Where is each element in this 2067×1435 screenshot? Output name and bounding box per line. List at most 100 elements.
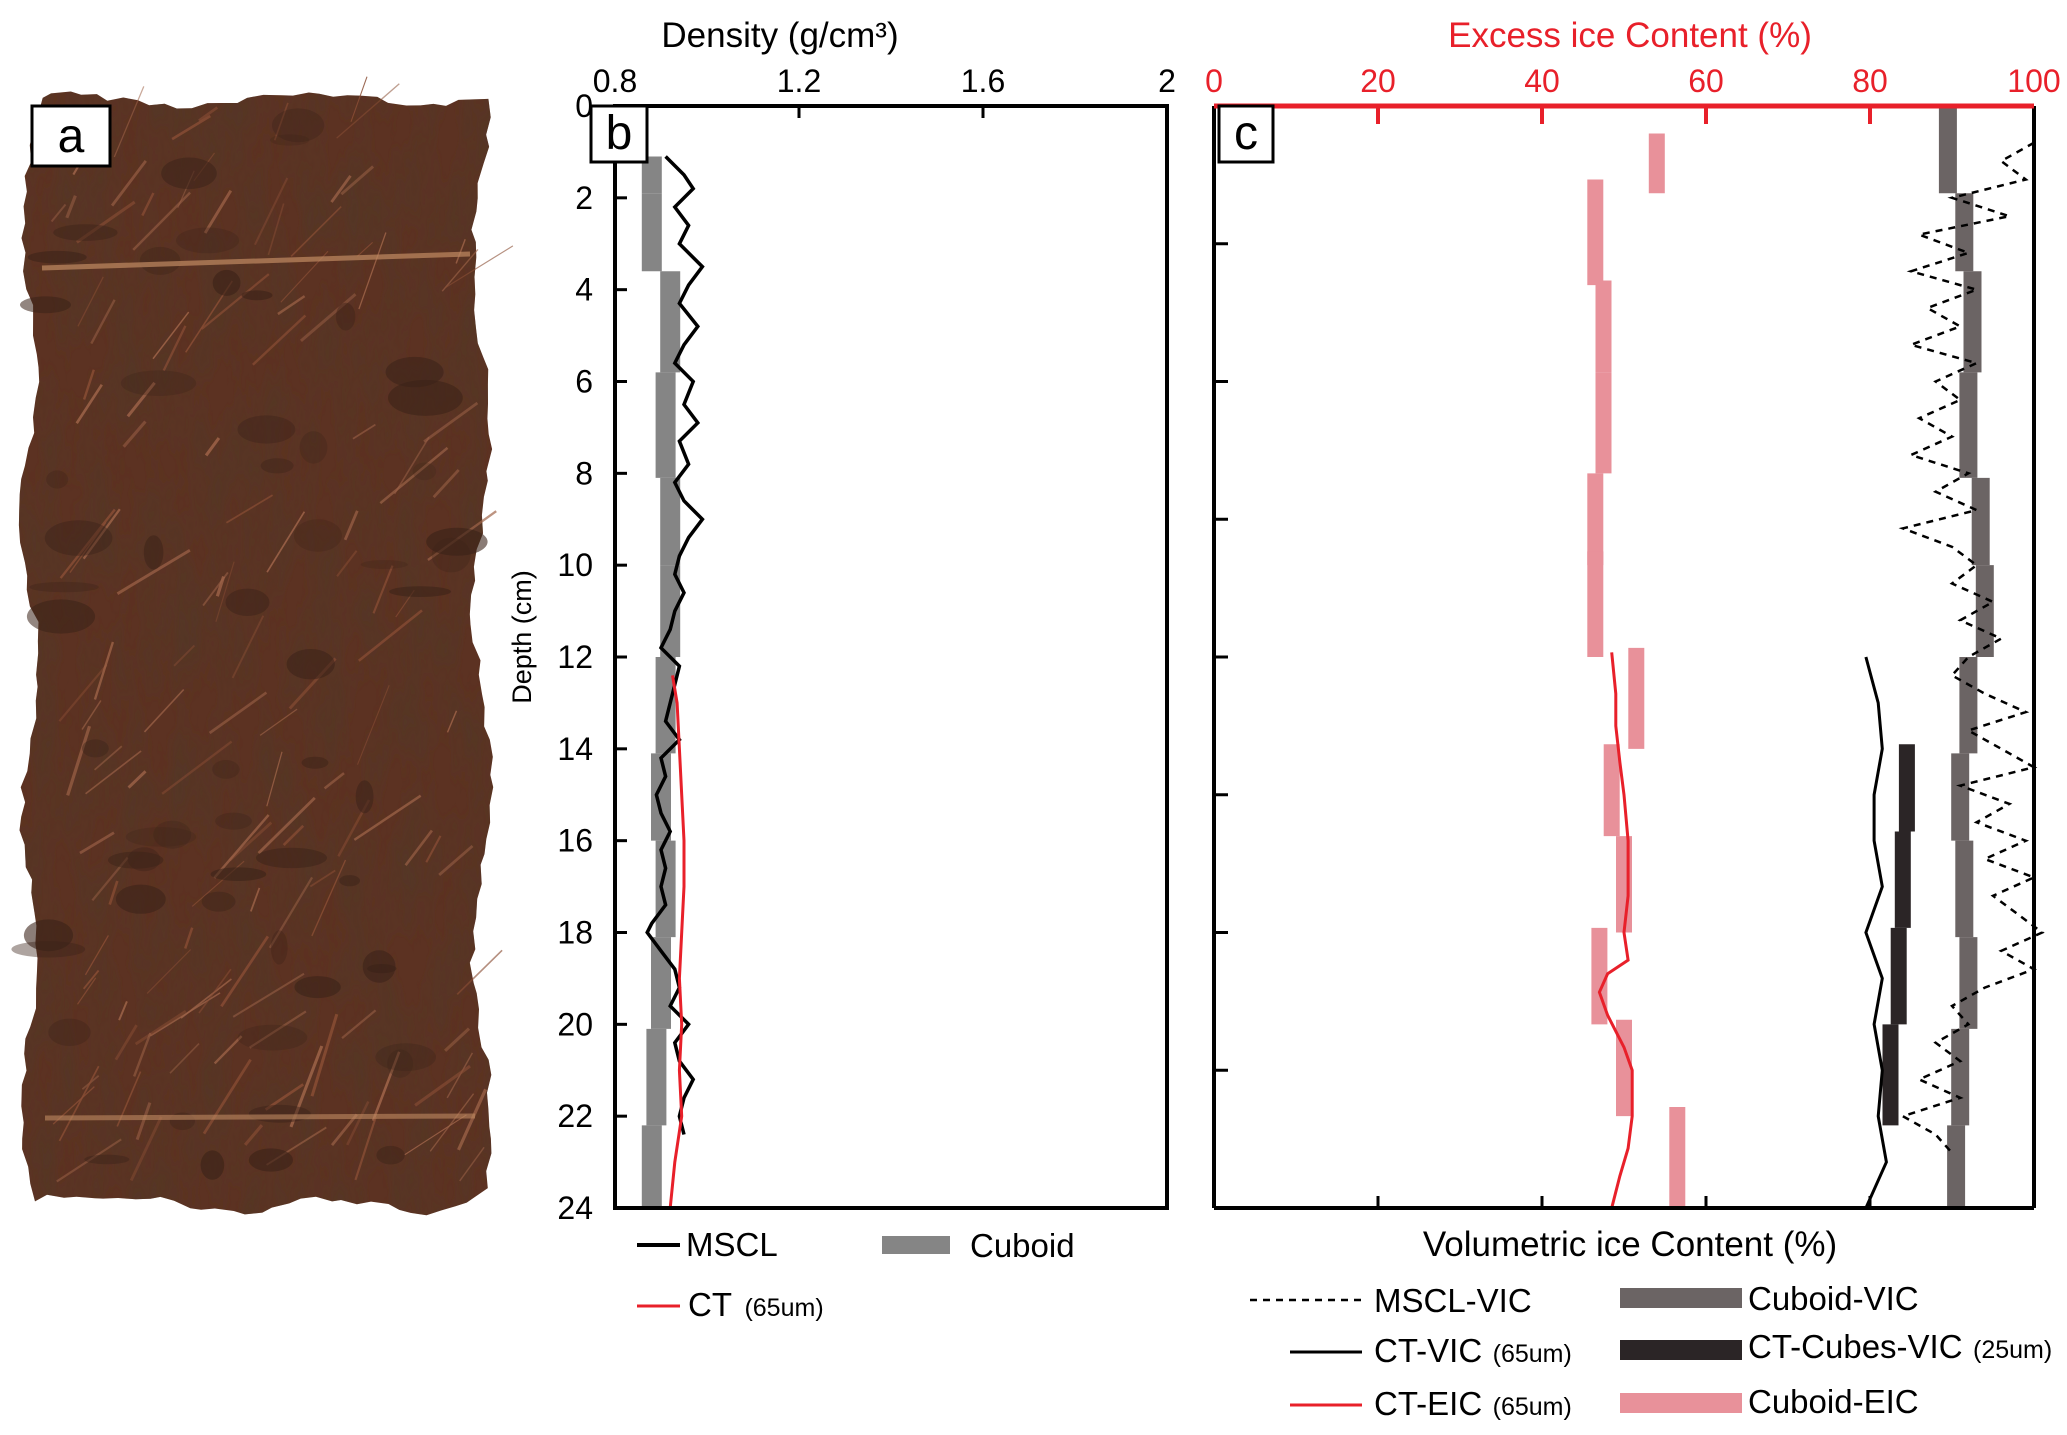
excess-ice-tick-label: 100 [2007, 63, 2060, 99]
core-dark-patch [237, 1024, 308, 1051]
core-fiber [66, 725, 92, 796]
core-fiber [445, 245, 514, 288]
cuboid-eic-series [1587, 133, 1686, 1208]
core-fiber [108, 880, 119, 905]
core-fiber [353, 794, 422, 841]
core-fiber [127, 770, 147, 789]
core-dark-patch [241, 290, 273, 301]
core-fiber [459, 1146, 485, 1182]
core-dark-patch [360, 560, 408, 569]
legend-ct-text: CT (65um) [688, 1286, 824, 1323]
core-fiber [110, 160, 147, 207]
core-fiber [141, 192, 155, 217]
core-dark-patch [293, 519, 342, 552]
core-dark-patch [387, 1049, 414, 1078]
core-fiber [311, 859, 347, 937]
core-dark-patch [161, 157, 217, 190]
legend-ct-vic-label: CT-VIC [1374, 1332, 1482, 1369]
depth-tick-label: 4 [575, 272, 593, 308]
core-dark-patch [301, 756, 329, 769]
core-dark-patch [53, 224, 118, 241]
panel-c-depth-ticks [1214, 242, 1228, 1072]
core-fiber [429, 1093, 475, 1152]
excess-ice-tick-label: 60 [1688, 63, 1724, 99]
core-fiber [152, 311, 190, 360]
core-fiber [357, 241, 373, 257]
core-fiber [273, 102, 289, 141]
core-fiber [341, 1009, 377, 1040]
legend-mscl-vic-label: MSCL-VIC [1374, 1282, 1532, 1319]
core-dark-patch [260, 458, 294, 474]
core-dark-patch [431, 537, 471, 573]
core-fiber [323, 772, 345, 790]
density-x-ticks: 0.8 1.2 1.6 2 [593, 63, 1176, 118]
legend-cuboid-eic-label: Cuboid-EIC [1748, 1383, 1919, 1420]
core-fiber [225, 494, 274, 524]
core-fiber [310, 1013, 339, 1097]
ct-eic-line [1597, 652, 1634, 1209]
core-dark-patch [48, 1018, 91, 1046]
legend-ct-vic-sub: (65um) [1493, 1340, 1572, 1368]
depth-tick-label: 20 [557, 1006, 593, 1042]
core-fiber [162, 325, 187, 371]
core-fiber [354, 1116, 377, 1181]
core-fiber [425, 835, 442, 863]
depth-tick-label: 0 [575, 88, 593, 124]
depth-tick-label: 2 [575, 180, 593, 216]
core-fiber [202, 571, 229, 607]
core-dark-patch [125, 827, 197, 847]
core-fiber [267, 203, 285, 256]
depth-tick-label: 22 [557, 1098, 593, 1134]
core-dark-patch [248, 1104, 311, 1123]
panel-b-label-box [589, 104, 649, 164]
core-fiber [114, 1024, 138, 1061]
core-dark-patch [212, 269, 241, 296]
core-fiber [446, 1052, 474, 1099]
core-fiber [346, 1100, 370, 1146]
core-fiber [126, 381, 156, 418]
core-fiber [264, 1083, 304, 1111]
depth-tick-label: 12 [557, 639, 593, 675]
core-fiber [393, 436, 430, 495]
core-dark-patch [426, 527, 488, 556]
core-fiber [252, 314, 307, 366]
legend-ct-vic-text: CT-VIC (65um) [1374, 1332, 1572, 1369]
core-fiber [171, 114, 211, 141]
panel-a: a [11, 76, 514, 1216]
core-dark-patch [215, 812, 252, 830]
mscl-vic-line [1898, 141, 2045, 1154]
core-dark-patch [212, 760, 240, 779]
core-dark-patch [115, 884, 166, 914]
core-dark-patch [336, 302, 356, 331]
panel-c-label-box [1217, 104, 1275, 164]
core-fiber [77, 276, 104, 327]
depth-tick-label: 24 [557, 1190, 593, 1226]
density-tick-label: 1.6 [961, 63, 1005, 99]
core-fiber [135, 1102, 152, 1141]
core-fiber [340, 165, 375, 196]
legend-ct-eic-sub: (65um) [1493, 1393, 1572, 1421]
core-dark-patch [108, 851, 164, 869]
core-fiber [79, 831, 115, 855]
core-fiber [259, 708, 298, 736]
peat-core-fibers [11, 76, 514, 1183]
core-fiber [232, 972, 305, 1018]
core-fiber [249, 1010, 307, 1049]
core-fiber [82, 969, 100, 990]
depth-tick-label: 10 [557, 547, 593, 583]
core-fiber [282, 824, 305, 847]
depth-tick-label: 16 [557, 823, 593, 859]
core-fiber [169, 1043, 200, 1074]
core-dark-patch [225, 588, 270, 616]
core-dark-patch [294, 976, 341, 999]
core-fiber [336, 83, 400, 139]
core-fiber [94, 745, 123, 771]
excess-ice-tick-label: 20 [1360, 63, 1396, 99]
legend-mscl-label: MSCL [686, 1226, 778, 1263]
core-dark-patch [201, 891, 236, 912]
core-dark-patch [388, 379, 463, 416]
core-fiber [343, 510, 359, 541]
core-dark-patch [120, 370, 197, 397]
